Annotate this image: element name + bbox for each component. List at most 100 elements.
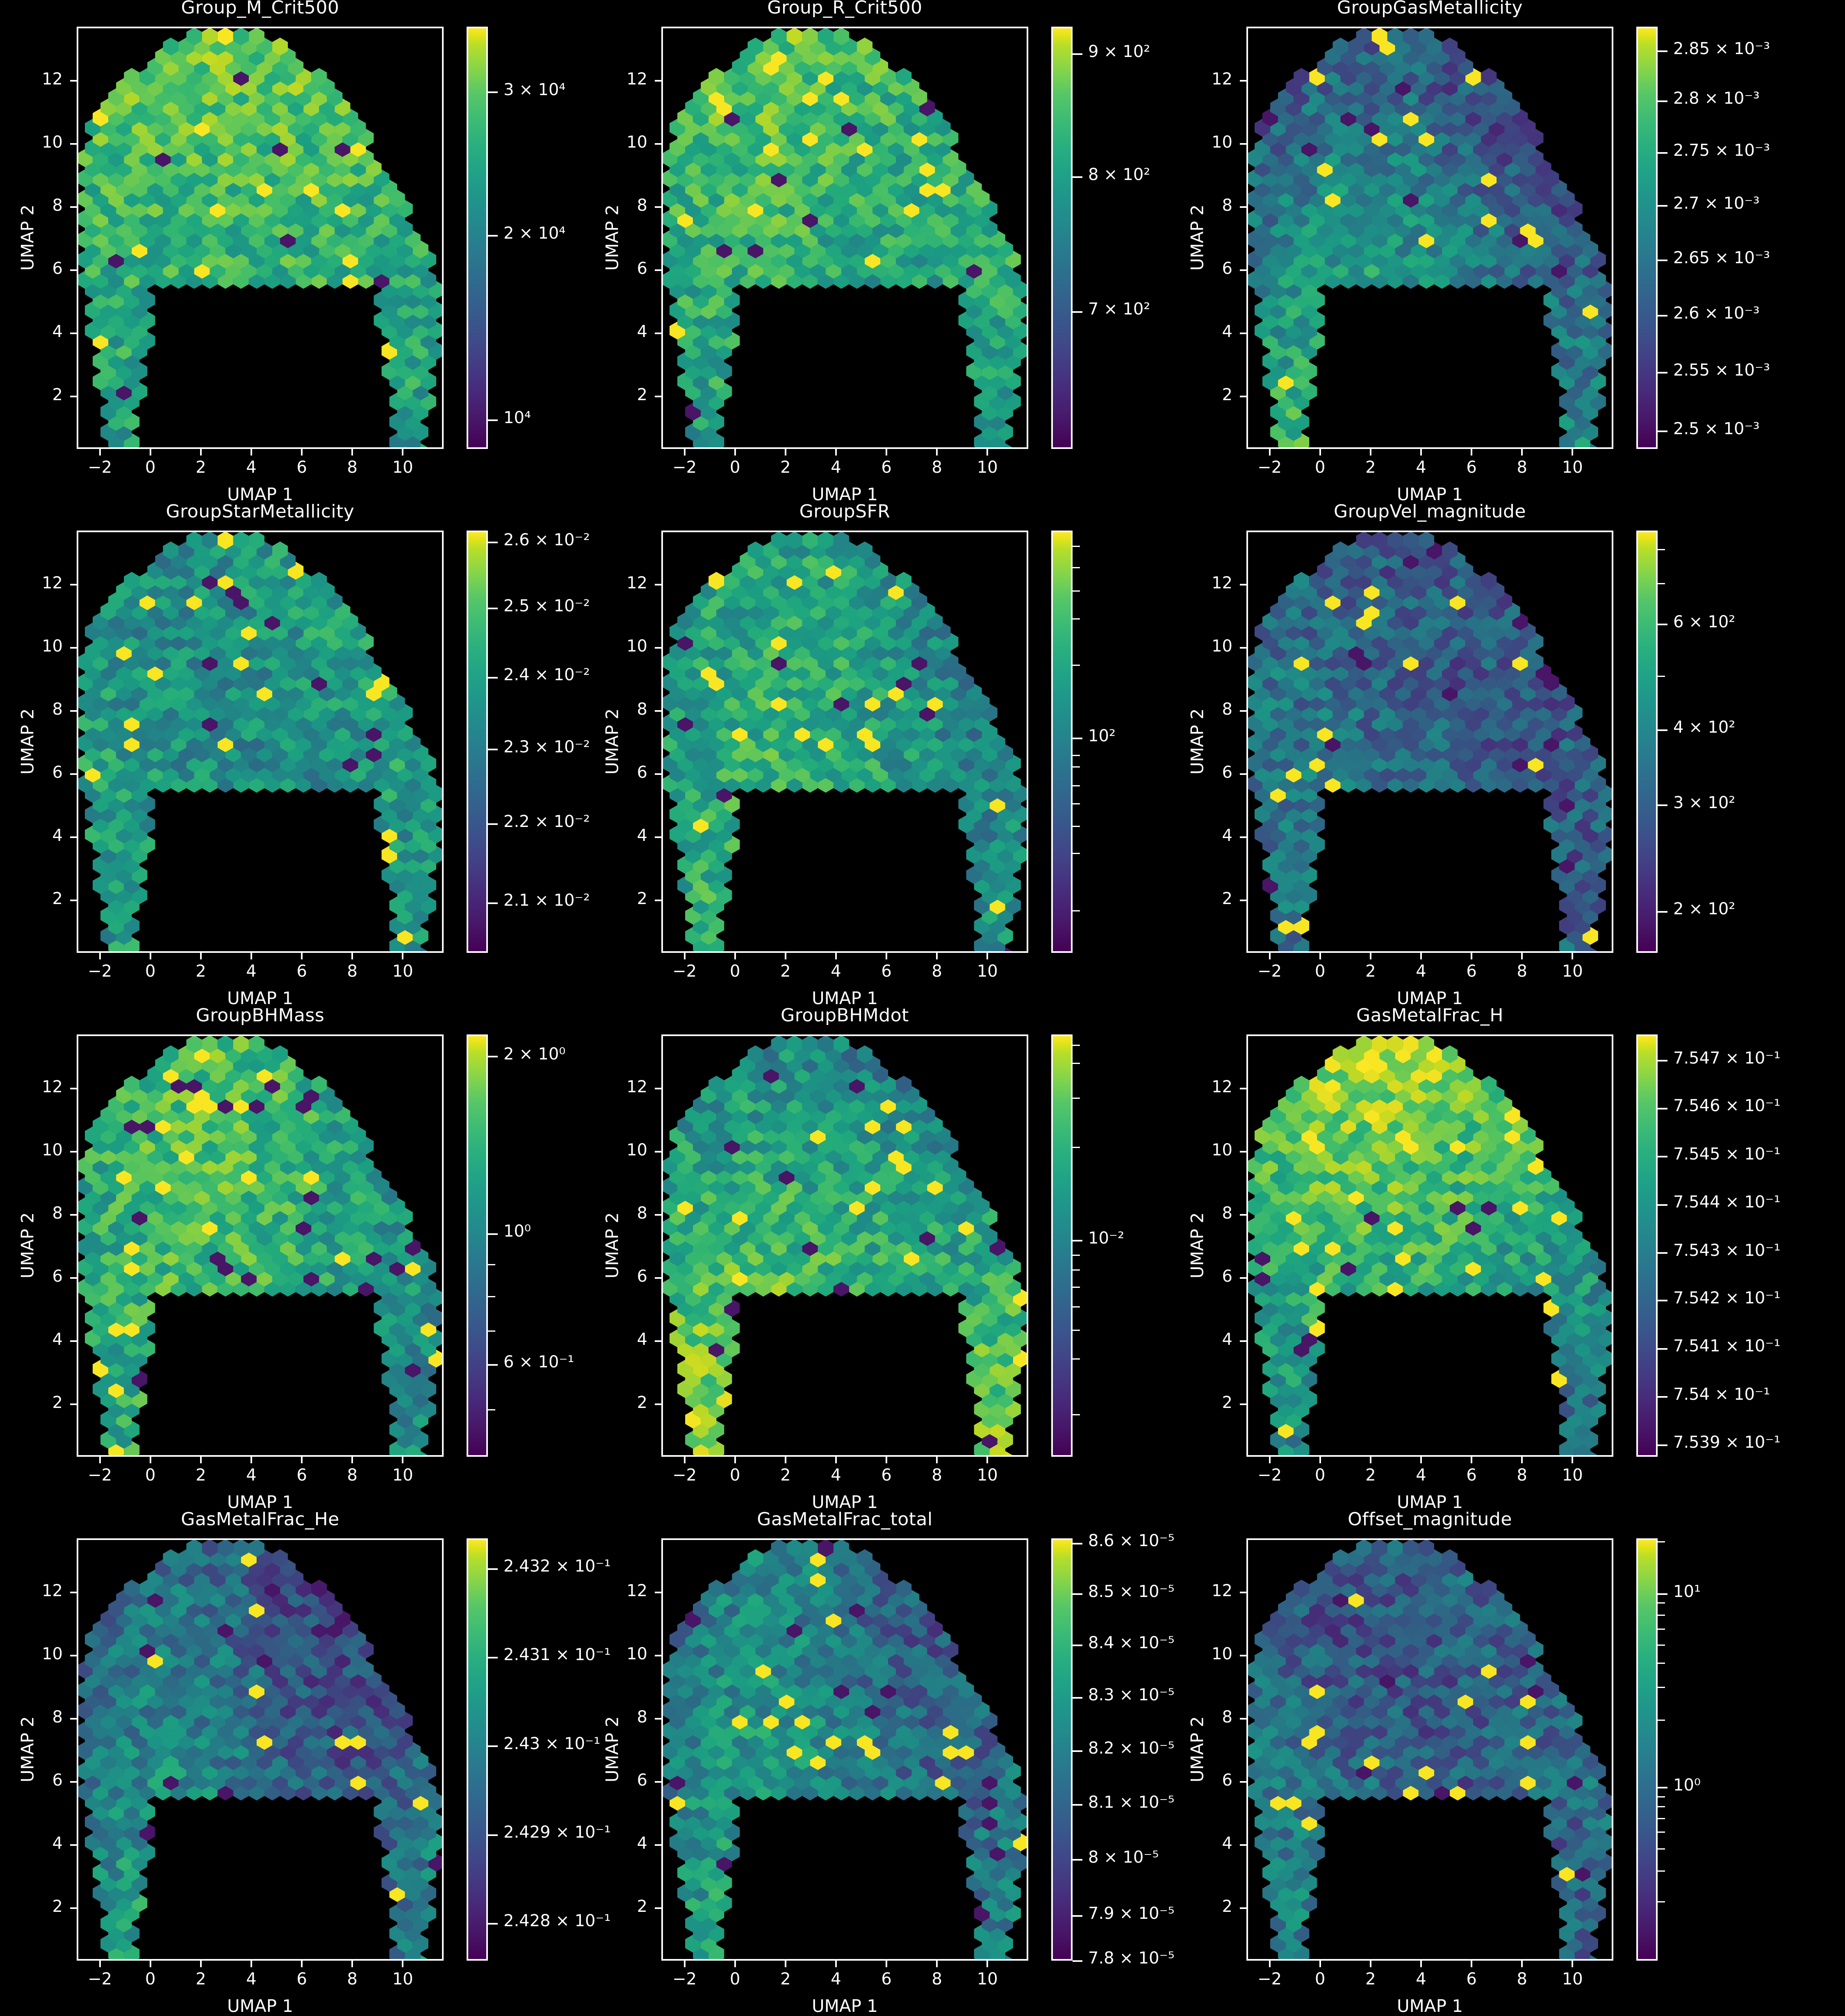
x-tick-mark: [684, 449, 686, 456]
y-tick-label: 12: [1181, 70, 1232, 89]
y-tick-label: 10: [1181, 637, 1232, 656]
x-tick-label: −2: [75, 458, 125, 477]
x-tick-label: 4: [227, 458, 276, 477]
y-tick-mark: [655, 206, 661, 208]
colorbar-tick-label: 2.5 × 10⁻³: [1673, 421, 1760, 437]
colorbar-tick-label: 10⁻²: [1088, 1230, 1124, 1246]
x-tick-mark: [734, 449, 736, 456]
plot-area: [77, 27, 444, 449]
colorbar-tick-label: 2 × 10⁴: [503, 225, 565, 241]
panel-title: GroupSFR: [661, 501, 1028, 522]
colorbar-minor-tick: [488, 1330, 495, 1332]
x-tick-mark: [684, 1457, 686, 1463]
colorbar-minor-tick: [1073, 546, 1080, 547]
x-tick-label: 0: [1296, 458, 1345, 477]
x-tick-mark: [200, 953, 202, 959]
x-tick-label: 8: [912, 962, 961, 981]
x-tick-mark: [1370, 449, 1371, 456]
x-tick-label: 2: [761, 1466, 810, 1485]
plot-area: [661, 1034, 1028, 1457]
colorbar-tick-label: 3 × 10²: [1673, 795, 1735, 811]
colorbar-tick-label: 10²: [1088, 728, 1116, 744]
x-tick-label: 8: [912, 1466, 961, 1485]
colorbar-tick-label: 2.5 × 10⁻²: [503, 598, 590, 614]
y-tick-label: 2: [1181, 889, 1232, 908]
x-tick-mark: [835, 953, 837, 959]
y-tick-mark: [655, 1403, 661, 1405]
y-tick-label: 12: [596, 70, 647, 89]
x-tick-label: 4: [811, 1466, 861, 1485]
colorbar-tick-mark: [1658, 911, 1667, 913]
colorbar-minor-tick: [1073, 826, 1080, 827]
x-tick-mark: [1420, 449, 1422, 456]
panel-title: Group_R_Crit500: [661, 0, 1028, 18]
y-tick-mark: [655, 396, 661, 397]
y-tick-label: 4: [596, 1330, 647, 1349]
colorbar-minor-tick: [1073, 1147, 1080, 1148]
colorbar-tick-label: 2.7 × 10⁻³: [1673, 195, 1760, 212]
y-tick-label: 12: [11, 1077, 63, 1096]
colorbar-tick-mark: [1658, 804, 1667, 806]
colorbar-tick-label: 2.65 × 10⁻³: [1673, 250, 1770, 266]
y-axis-label: UMAP 2: [602, 156, 622, 320]
x-tick-label: 2: [761, 962, 810, 981]
colorbar-minor-tick: [488, 1296, 495, 1297]
colorbar-minor-tick: [488, 1264, 495, 1265]
x-tick-label: 4: [811, 458, 861, 477]
x-tick-mark: [1471, 953, 1472, 959]
hexbin-layer: [663, 1036, 1027, 1455]
colorbar-minor-tick: [1658, 583, 1665, 584]
x-tick-mark: [886, 953, 887, 959]
x-tick-label: 6: [277, 1466, 326, 1485]
y-tick-label: 4: [11, 1330, 63, 1349]
colorbar-minor-tick: [1658, 676, 1665, 677]
colorbar-tick-mark: [1073, 176, 1082, 178]
hexbin-layer: [1248, 532, 1612, 951]
colorbar: [1051, 531, 1073, 953]
y-tick-label: 10: [11, 637, 63, 656]
colorbar-tick-mark: [488, 91, 498, 93]
y-tick-mark: [70, 584, 77, 585]
colorbar-minor-tick: [1073, 1045, 1080, 1046]
y-tick-label: 2: [596, 889, 647, 908]
x-tick-label: 10: [963, 1466, 1012, 1485]
y-axis-label: UMAP 2: [602, 1164, 622, 1328]
x-tick-mark: [936, 1457, 938, 1463]
colorbar-tick-mark: [488, 749, 498, 750]
y-tick-label: 10: [596, 1141, 647, 1159]
colorbar: [1636, 531, 1658, 953]
x-tick-mark: [835, 1457, 837, 1463]
x-tick-mark: [684, 953, 686, 959]
colorbar-tick-mark: [1658, 372, 1667, 374]
panel-title: GroupBHMdot: [661, 1005, 1028, 1026]
panel-title: Group_M_Crit500: [77, 0, 444, 18]
plot-area: [1246, 27, 1613, 449]
y-tick-mark: [655, 1214, 661, 1216]
colorbar-tick-label: 3 × 10⁴: [503, 82, 565, 98]
x-tick-label: 2: [1346, 962, 1395, 981]
y-tick-label: 12: [596, 574, 647, 592]
x-tick-mark: [200, 1457, 202, 1463]
hexbin-layer: [1248, 1036, 1612, 1455]
colorbar-tick-label: 2.6 × 10⁻³: [1673, 305, 1760, 321]
colorbar-tick-label: 2.6 × 10⁻²: [503, 532, 590, 548]
x-tick-label: 2: [176, 458, 226, 477]
colorbar-minor-tick: [488, 1409, 495, 1410]
y-tick-mark: [655, 333, 661, 334]
y-tick-mark: [1240, 333, 1246, 334]
colorbar-tick-label: 6 × 10²: [1673, 614, 1735, 630]
x-tick-mark: [1370, 953, 1371, 959]
colorbar-tick-label: 2.55 × 10⁻³: [1673, 362, 1770, 378]
y-tick-mark: [1240, 900, 1246, 901]
colorbar-tick-label: 2.8 × 10⁻³: [1673, 90, 1760, 107]
x-tick-mark: [1269, 953, 1271, 959]
x-tick-mark: [1572, 449, 1573, 456]
y-tick-mark: [1240, 584, 1246, 585]
panel-title: GroupGasMetallicity: [1246, 0, 1613, 18]
y-tick-label: 2: [11, 889, 63, 908]
y-tick-label: 4: [11, 826, 63, 845]
x-tick-label: −2: [660, 1466, 709, 1485]
colorbar: [1636, 27, 1658, 449]
y-tick-mark: [655, 1277, 661, 1279]
colorbar: [467, 1034, 488, 1457]
